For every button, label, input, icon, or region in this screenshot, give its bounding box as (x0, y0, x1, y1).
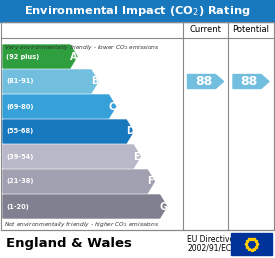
Text: Very environmentally friendly - lower CO$_2$ emissions: Very environmentally friendly - lower CO… (4, 43, 159, 52)
Text: E: E (133, 151, 140, 162)
Text: (21-38): (21-38) (6, 179, 34, 184)
Text: Current: Current (189, 26, 221, 35)
Text: F: F (148, 176, 154, 187)
Polygon shape (233, 75, 269, 88)
Text: B: B (91, 77, 98, 86)
Text: (39-54): (39-54) (6, 154, 33, 159)
Polygon shape (3, 95, 116, 118)
Polygon shape (3, 45, 77, 68)
Polygon shape (3, 145, 140, 168)
Polygon shape (188, 75, 224, 88)
Bar (0, 0, 275, 22)
Text: EU Directive: EU Directive (187, 236, 234, 245)
Text: (1-20): (1-20) (6, 204, 29, 209)
Text: England & Wales: England & Wales (6, 238, 132, 251)
Text: 2002/91/EC: 2002/91/EC (187, 244, 231, 253)
Text: D: D (126, 126, 134, 136)
Text: Potential: Potential (232, 26, 270, 35)
Bar (1, 22, 274, 230)
Polygon shape (3, 170, 154, 193)
Text: 88: 88 (240, 75, 258, 88)
Text: Not environmentally friendly - higher CO$_2$ emissions: Not environmentally friendly - higher CO… (4, 220, 159, 229)
Text: (69-80): (69-80) (6, 103, 34, 109)
Text: (55-68): (55-68) (6, 128, 33, 134)
Text: 88: 88 (195, 75, 212, 88)
Text: (81-91): (81-91) (6, 78, 34, 85)
Text: (92 plus): (92 plus) (6, 53, 39, 60)
Text: C: C (109, 101, 116, 111)
Text: Environmental Impact (CO$_2$) Rating: Environmental Impact (CO$_2$) Rating (24, 4, 251, 18)
Polygon shape (3, 120, 133, 143)
Text: G: G (159, 201, 167, 212)
Text: A: A (70, 52, 77, 61)
Bar (231, 233, 272, 255)
Polygon shape (3, 195, 167, 218)
Polygon shape (3, 70, 98, 93)
